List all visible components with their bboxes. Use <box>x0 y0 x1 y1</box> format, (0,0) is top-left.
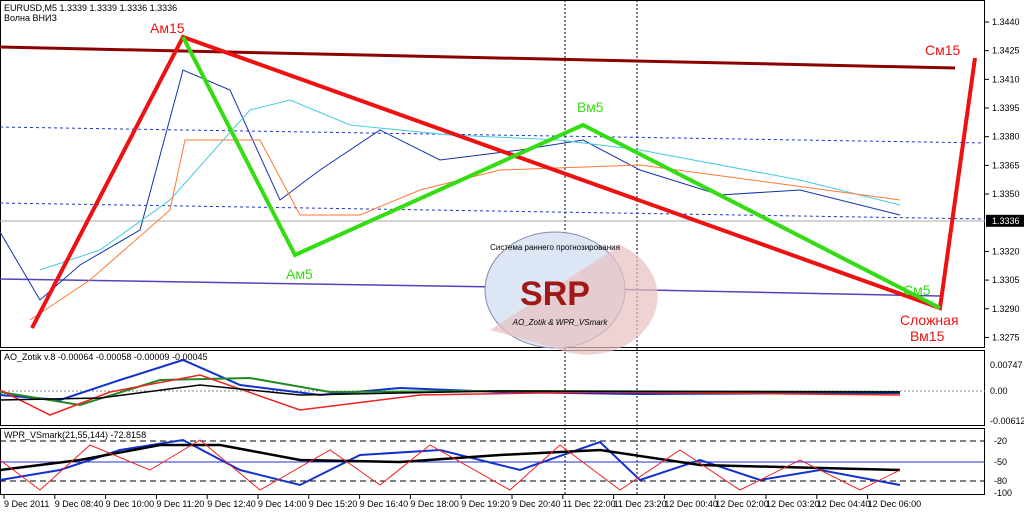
price-label: 1.3275 <box>992 332 1020 342</box>
logo-sub: AO_Zotik & WPR_VSmark <box>512 318 609 327</box>
wpr-title: WPR_VSmark(21,55,144) -72.8158 <box>4 430 146 440</box>
price-label: 1.3425 <box>992 46 1020 56</box>
price-label: 1.3290 <box>992 304 1020 314</box>
logo-name: SRP <box>520 275 590 313</box>
ao-tick: 0.00747 <box>990 360 1023 370</box>
wpr-line <box>0 439 901 491</box>
price-label: 1.3365 <box>992 160 1020 170</box>
wave-label: Ам5 <box>286 266 313 282</box>
time-label: 12 Dec 04:40 <box>817 499 871 509</box>
wpr-line <box>0 443 901 472</box>
price-label: 1.3410 <box>992 74 1020 84</box>
time-label: 9 Dec 16:40 <box>360 499 409 509</box>
ao-tick: 0.00 <box>990 386 1008 396</box>
wave-label: См5 <box>903 282 931 298</box>
time-label: 9 Dec 08:40 <box>55 499 104 509</box>
price-label: 1.3440 <box>992 17 1020 27</box>
time-label: 9 Dec 11:20 <box>156 499 204 509</box>
time-label: 11 Dec 22:00 <box>563 499 616 509</box>
wave-label: См15 <box>925 42 961 58</box>
time-label: 9 Dec 20:40 <box>512 499 561 509</box>
symbol-info: EURUSD,M5 1.3339 1.3339 1.3336 1.3336 <box>4 3 177 13</box>
logo: Система раннего прогнозирования SRP AO_Z… <box>484 231 658 355</box>
wpr-tick: -100 <box>994 488 1012 498</box>
wave-m5 <box>181 36 941 310</box>
wpr-tick: -20 <box>994 436 1007 446</box>
time-label: 12 Dec 00:40 <box>664 499 718 509</box>
channel-line <box>0 202 986 220</box>
main-panel <box>0 0 985 348</box>
price-path <box>0 69 901 301</box>
ao-panel <box>0 350 985 426</box>
time-label: 12 Dec 06:00 <box>868 499 922 509</box>
price-label: 1.3305 <box>992 275 1020 285</box>
time-label: 11 Dec 23:20 <box>614 499 667 509</box>
vertical-separators <box>564 0 638 495</box>
logo-shade <box>490 245 658 355</box>
ao-title: AO_Zotik v.8 -0.00064 -0.00058 -0.00009 … <box>4 352 207 362</box>
time-label: 9 Dec 14:00 <box>258 499 307 509</box>
ma-line <box>39 99 901 271</box>
logo-arc: Система раннего прогнозирования <box>490 243 620 252</box>
wave-label: Вм5 <box>577 99 604 115</box>
trend-line <box>0 45 956 70</box>
wave-label: Ам15 <box>150 20 185 36</box>
time-label: 9 Dec 19:20 <box>461 499 510 509</box>
price-label: 1.3320 <box>992 246 1020 256</box>
wave-label: Сложная <box>900 312 959 328</box>
wpr-line <box>0 438 901 487</box>
time-label: 12 Dec 02:00 <box>715 499 769 509</box>
time-label: 9 Dec 15:20 <box>309 499 358 509</box>
current-price-box <box>986 214 1024 227</box>
ao-tick: -0.00612 <box>990 416 1024 426</box>
wpr-tick: -50 <box>994 457 1007 467</box>
ao-line <box>0 374 901 416</box>
time-label: 9 Dec 18:00 <box>410 499 459 509</box>
price-label: 1.3350 <box>992 189 1020 199</box>
channel-line <box>0 126 986 144</box>
status: Волна ВНИЗ <box>4 13 57 23</box>
wave-label: Вм15 <box>910 328 945 344</box>
wpr-tick: -80 <box>994 476 1007 486</box>
time-label: 9 Dec 12:40 <box>207 499 256 509</box>
ao-line <box>0 384 901 401</box>
time-label: 9 Dec 2011 <box>4 499 49 509</box>
time-label: 12 Dec 03:20 <box>766 499 820 509</box>
wave-m15 <box>30 34 977 329</box>
time-label: 9 Dec 10:00 <box>106 499 155 509</box>
current-price: 1.3336 <box>992 216 1020 226</box>
price-label: 1.3380 <box>992 132 1020 142</box>
price-label: 1.3395 <box>992 103 1020 113</box>
